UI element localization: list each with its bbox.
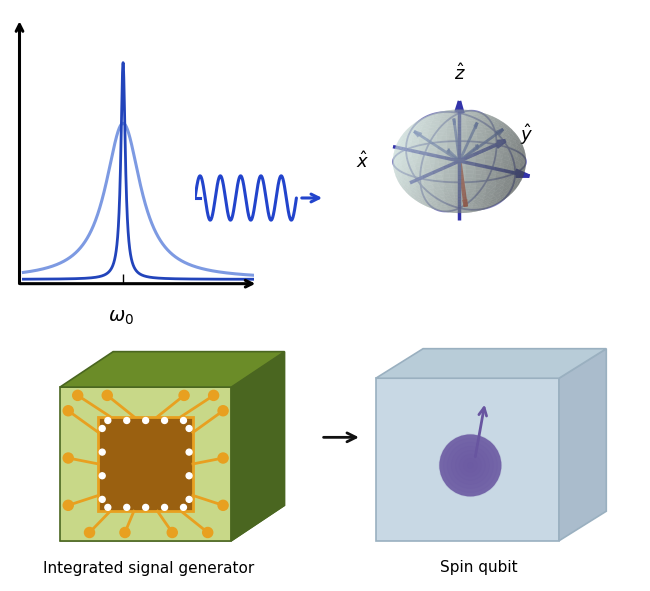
Circle shape xyxy=(143,505,149,511)
Polygon shape xyxy=(231,352,285,541)
Circle shape xyxy=(99,473,105,479)
Circle shape xyxy=(186,473,192,479)
Circle shape xyxy=(179,390,189,401)
Circle shape xyxy=(120,527,130,538)
Bar xyxy=(98,417,193,511)
Circle shape xyxy=(181,505,187,511)
Circle shape xyxy=(124,417,130,423)
Circle shape xyxy=(124,505,130,511)
Circle shape xyxy=(447,442,493,488)
Circle shape xyxy=(203,527,213,538)
Circle shape xyxy=(218,500,228,510)
Polygon shape xyxy=(60,352,285,387)
Circle shape xyxy=(443,439,497,492)
Circle shape xyxy=(439,434,501,496)
Text: Integrated signal generator: Integrated signal generator xyxy=(43,561,254,576)
Circle shape xyxy=(162,417,168,423)
Text: Spin qubit: Spin qubit xyxy=(441,560,518,575)
Circle shape xyxy=(181,417,187,423)
Circle shape xyxy=(460,454,482,476)
Polygon shape xyxy=(376,349,606,378)
Circle shape xyxy=(84,527,94,538)
Circle shape xyxy=(73,390,83,401)
Polygon shape xyxy=(559,349,606,541)
Circle shape xyxy=(63,405,73,416)
Circle shape xyxy=(105,417,111,423)
Circle shape xyxy=(467,462,473,469)
Circle shape xyxy=(455,450,486,480)
Circle shape xyxy=(451,446,489,485)
Circle shape xyxy=(99,449,105,455)
Circle shape xyxy=(218,453,228,463)
Circle shape xyxy=(186,449,192,455)
Circle shape xyxy=(99,426,105,431)
Circle shape xyxy=(99,496,105,502)
Circle shape xyxy=(463,459,478,473)
Circle shape xyxy=(162,505,168,511)
Circle shape xyxy=(143,417,149,423)
Circle shape xyxy=(186,426,192,431)
Circle shape xyxy=(63,453,73,463)
Text: $\omega_0$: $\omega_0$ xyxy=(108,309,134,327)
Polygon shape xyxy=(60,505,285,541)
Circle shape xyxy=(439,434,501,496)
Circle shape xyxy=(186,496,192,502)
Circle shape xyxy=(63,500,73,510)
Circle shape xyxy=(105,505,111,511)
Polygon shape xyxy=(376,378,559,541)
Text: $S_{\phi}(\omega)$: $S_{\phi}(\omega)$ xyxy=(0,124,1,173)
Circle shape xyxy=(209,390,218,401)
Polygon shape xyxy=(60,387,231,541)
Circle shape xyxy=(102,390,112,401)
Circle shape xyxy=(218,405,228,416)
Circle shape xyxy=(167,527,177,538)
